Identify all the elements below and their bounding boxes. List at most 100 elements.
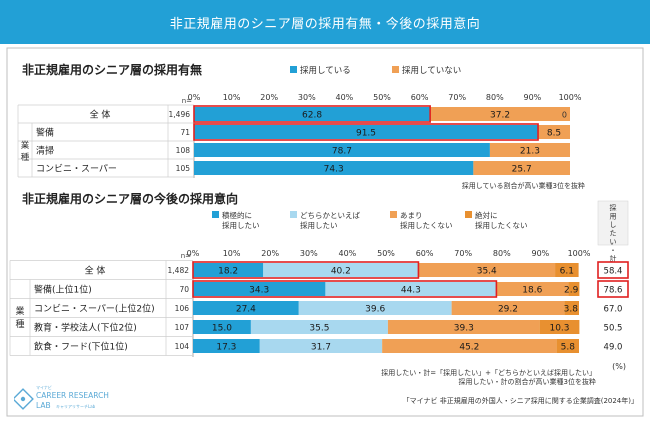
career-research-lab-logo: マイナビ CAREER RESEARCH LAB キャリアリサーチLab: [14, 384, 109, 410]
chart2-row-label: 全 体: [85, 265, 106, 277]
chart1-bar-segment: [489, 143, 570, 157]
chart2-row-n: 104: [175, 342, 190, 351]
chart2-note-2: 採用したい・計の割合が高い業種3位を抜粋: [459, 377, 596, 386]
chart2-bar-label: 27.4: [236, 305, 256, 315]
chart1-x-tick: 60%: [411, 93, 429, 102]
chart2-bar-segment: [418, 263, 556, 277]
chart2-bar-segment: [259, 339, 383, 353]
chart1-x-tick: 50%: [373, 93, 391, 102]
chart1-x-tick: 40%: [336, 93, 354, 102]
chart2-x-tick: 70%: [454, 249, 472, 258]
chart2-bar-segment: [496, 282, 569, 296]
chart2-bar-label: 39.3: [454, 324, 474, 334]
chart2-total-value: 50.5: [604, 324, 623, 334]
chart2-bar-segment: [382, 339, 557, 353]
chart2-bar-label: 18.2: [218, 267, 238, 277]
chart2-bar-segment: [451, 301, 565, 315]
total-header-char: 計: [610, 254, 617, 263]
chart1-x-tick: 10%: [223, 93, 241, 102]
chart2-bar-segment: [193, 320, 251, 334]
chart2-bar-label: 2.9: [564, 286, 579, 296]
chart2-bar-label: 3.8: [564, 305, 579, 315]
chart2-row-label: 飲食・フード(下位1位): [34, 341, 128, 353]
chart2-bar-segment: [250, 320, 388, 334]
legend-swatch-3: [390, 211, 397, 218]
chart1-x-tick: 100%: [559, 93, 582, 102]
chart2-group-label: 業: [15, 305, 24, 317]
legend-label-2: 採用していない: [402, 65, 461, 76]
chart2-total-value: 67.0: [604, 305, 623, 315]
chart1-bar-label: 25.7: [512, 165, 532, 175]
chart1-row-label: コンビニ・スーパー: [36, 164, 117, 175]
legend-label-1: 採用している: [300, 65, 351, 76]
logo-line2: LAB: [36, 401, 51, 410]
chart2-x-tick: 60%: [416, 249, 434, 258]
chart1-x-tick: 30%: [298, 93, 316, 102]
chart2-bar-label: 17.3: [216, 343, 236, 353]
chart1-row-n: 108: [176, 146, 191, 155]
chart1-row-n: 1,496: [169, 110, 191, 119]
chart2-bar-label: 35.4: [477, 267, 497, 277]
chart2-bar-label: 40.2: [331, 267, 351, 277]
chart1-bar-segment: [194, 125, 539, 139]
chart2-note-1: 採用したい・計=「採用したい」+「どちらかといえば採用したい」: [381, 368, 596, 377]
legend-swatch-2: [290, 211, 297, 218]
total-highlight-box: [597, 280, 629, 298]
total-header-char: い: [610, 238, 617, 246]
chart1-x-tick: 80%: [486, 93, 504, 102]
chart2-bar-label: 45.2: [459, 343, 479, 353]
chart2-x-tick: 40%: [339, 249, 357, 258]
legend-swatch-2: [392, 66, 399, 73]
chart1-note: 採用している割合が高い業種3位を抜粋: [462, 181, 585, 190]
chart2-total-value: 49.0: [604, 343, 623, 353]
chart1-row-label: 全 体: [90, 109, 111, 121]
chart2-bar-label: 29.2: [498, 305, 518, 315]
legend-label-2: どちらかといえば: [300, 211, 360, 220]
chart2-bar-segment: [556, 339, 579, 353]
chart2-row-n: 107: [175, 323, 190, 332]
chart2-bar-segment: [568, 282, 580, 296]
chart2-bar-segment: [263, 263, 419, 277]
chart1-x-tick: 0%: [188, 93, 201, 102]
chart1-bar-label: 74.3: [324, 165, 344, 175]
legend-label-1: 採用したい: [222, 220, 260, 230]
logo-mark-icon: [14, 388, 34, 410]
chart2-bar-label: 35.5: [309, 324, 329, 334]
chart2-bar-segment: [387, 320, 540, 334]
chart1-row-label: 警備: [36, 127, 54, 139]
chart1-bar-segment: [194, 143, 490, 157]
chart2-x-tick: 50%: [377, 249, 395, 258]
total-header-char: 採: [610, 203, 617, 212]
chart2-bar-segment: [564, 301, 579, 315]
chart1-x-tick: 70%: [448, 93, 466, 102]
header-banner: 非正規雇用のシニア層の採用有無・今後の採用意向: [0, 0, 650, 44]
chart2-bar-segment: [325, 282, 497, 296]
chart2-x-tick: 100%: [568, 249, 591, 258]
chart2-row-n: 106: [175, 304, 190, 313]
chart1-bar-label: 37.2: [490, 111, 510, 121]
legend-label-2: 採用したい: [300, 220, 338, 230]
chart2-bar-label: 44.3: [401, 286, 421, 296]
chart1-x-tick: 90%: [524, 93, 542, 102]
chart2-n-label: n=: [181, 252, 191, 260]
chart2-bar-label: 31.7: [311, 343, 331, 353]
chart2-bar-segment: [193, 301, 299, 315]
chart2-title: 非正規雇用のシニア層の今後の採用意向: [22, 191, 238, 206]
logo-small-text: マイナビ: [36, 384, 52, 390]
chart2-bar-segment: [193, 282, 326, 296]
chart2-x-tick: 10%: [223, 249, 241, 258]
logo-sub-text: キャリアリサーチLab: [56, 404, 96, 409]
chart2-bar-label: 5.8: [561, 343, 576, 353]
chart1-bar-label: 8.5: [547, 129, 561, 139]
chart1-bar-segment: [430, 107, 570, 121]
chart1-group-label: 業: [21, 140, 30, 151]
chart2-bar-segment: [193, 263, 264, 277]
chart2-highlight-box: [192, 280, 498, 298]
chart1-bar-segment: [194, 161, 474, 175]
legend-swatch-1: [212, 211, 219, 218]
legend-label-4: 絶対に: [475, 210, 498, 220]
chart1-bar-segment: [194, 107, 431, 121]
chart2-x-tick: 80%: [493, 249, 511, 258]
legend-label-3: 採用したくない: [400, 220, 453, 230]
